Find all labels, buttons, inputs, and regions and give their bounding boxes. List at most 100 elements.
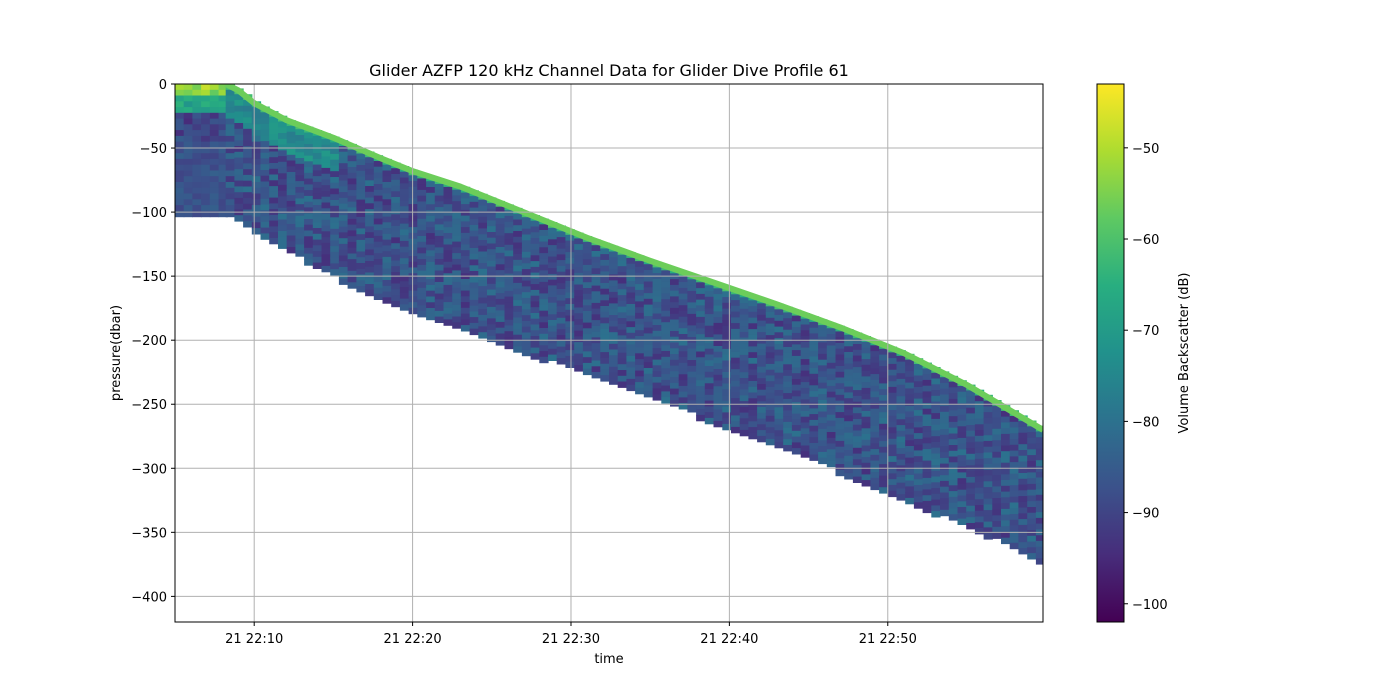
heatmap-cell [661, 368, 671, 375]
heatmap-cell [844, 409, 854, 417]
heatmap-cell [783, 445, 793, 452]
heatmap-cell [591, 360, 601, 367]
heatmap-cell [408, 238, 418, 246]
heatmap-cell [574, 342, 584, 349]
y-tick-label: 0 [159, 78, 167, 93]
heatmap-cell [452, 241, 462, 248]
heatmap-cell [992, 434, 1002, 441]
heatmap-cell [426, 244, 436, 251]
heatmap-cell [251, 158, 262, 166]
heatmap-cell [312, 205, 323, 212]
heatmap-cell [852, 349, 863, 357]
heatmap-cell [704, 343, 715, 350]
heatmap-cell [879, 446, 889, 454]
heatmap-cell [591, 291, 601, 298]
heatmap-cell [957, 512, 967, 520]
heatmap-cell [495, 218, 505, 225]
heatmap-cell [635, 387, 645, 395]
heatmap-cell [922, 408, 932, 416]
heatmap-cell [295, 169, 305, 176]
heatmap-cell [1001, 474, 1011, 481]
heatmap-cell [974, 493, 985, 500]
heatmap-cell [286, 189, 296, 196]
heatmap-cell [774, 326, 784, 333]
heatmap-cell [330, 177, 340, 184]
heatmap-cell [992, 423, 1002, 430]
heatmap-cell [495, 293, 505, 300]
heatmap-cell [1009, 485, 1019, 492]
heatmap-cell [739, 378, 749, 385]
heatmap-cell [626, 338, 636, 345]
heatmap-cell [635, 301, 645, 308]
heatmap-cell [696, 316, 706, 324]
heatmap-cell [304, 138, 314, 145]
heatmap-cell [652, 330, 662, 338]
heatmap-cell [365, 255, 375, 262]
heatmap-cell [722, 360, 732, 367]
heatmap-cell [175, 187, 185, 195]
heatmap-cell [678, 385, 688, 393]
heatmap-cell [861, 451, 871, 458]
heatmap-cell [209, 164, 220, 172]
heatmap-cell [940, 463, 950, 470]
heatmap-cell [1035, 431, 1043, 438]
heatmap-cell [844, 363, 854, 370]
heatmap-cell [192, 135, 202, 143]
heatmap-cell [678, 374, 688, 381]
heatmap-cell [818, 377, 828, 384]
heatmap-cell [321, 242, 331, 250]
heatmap-cell [661, 379, 671, 387]
heatmap-cell [992, 526, 1002, 534]
heatmap-cell [757, 303, 767, 310]
heatmap-cell [243, 151, 253, 159]
heatmap-cell [495, 339, 505, 346]
heatmap-cell [452, 322, 462, 329]
heatmap-cell [312, 210, 323, 218]
heatmap-cell [791, 355, 802, 363]
heatmap-cell [617, 295, 627, 302]
heatmap-cell [373, 293, 384, 300]
heatmap-cell [852, 395, 863, 403]
heatmap-cell [487, 226, 497, 233]
heatmap-cell [757, 309, 767, 316]
heatmap-cell [443, 192, 453, 199]
heatmap-cell [748, 392, 758, 399]
heatmap-cell [791, 425, 802, 432]
heatmap-cell [983, 446, 993, 454]
heatmap-cell [460, 319, 471, 326]
heatmap-cell [861, 376, 871, 383]
heatmap-cell [922, 449, 932, 456]
heatmap-cell [870, 379, 880, 387]
heatmap-cell [260, 227, 270, 234]
heatmap-cell [452, 293, 462, 300]
heatmap-cell [731, 421, 741, 428]
heatmap-cell [879, 354, 889, 361]
heatmap-cell [391, 174, 401, 181]
heatmap-cell [635, 324, 645, 331]
heatmap-cell [478, 216, 488, 224]
heatmap-cell [896, 459, 906, 466]
heatmap-cell [931, 395, 941, 403]
heatmap-cell [1001, 508, 1011, 516]
heatmap-cell [696, 403, 706, 410]
heatmap-cell [635, 266, 645, 274]
heatmap-cell [809, 333, 819, 340]
heatmap-cell [887, 450, 898, 457]
heatmap-cell [879, 452, 889, 459]
heatmap-cell [1009, 514, 1019, 521]
heatmap-cell [957, 484, 967, 491]
heatmap-cell [548, 239, 558, 246]
heatmap-cell [861, 468, 871, 475]
heatmap-cell [539, 270, 549, 277]
heatmap-cell [713, 397, 723, 405]
heatmap-cell [826, 380, 837, 387]
heatmap-cell [399, 246, 410, 254]
heatmap-cell [722, 314, 732, 321]
heatmap-cell [521, 240, 532, 247]
heatmap-cell [1035, 552, 1043, 559]
heatmap-cell [417, 311, 427, 318]
heatmap-cell [609, 355, 619, 362]
heatmap-cell [469, 317, 479, 324]
heatmap-cell [722, 348, 732, 356]
heatmap-cell [338, 255, 349, 262]
